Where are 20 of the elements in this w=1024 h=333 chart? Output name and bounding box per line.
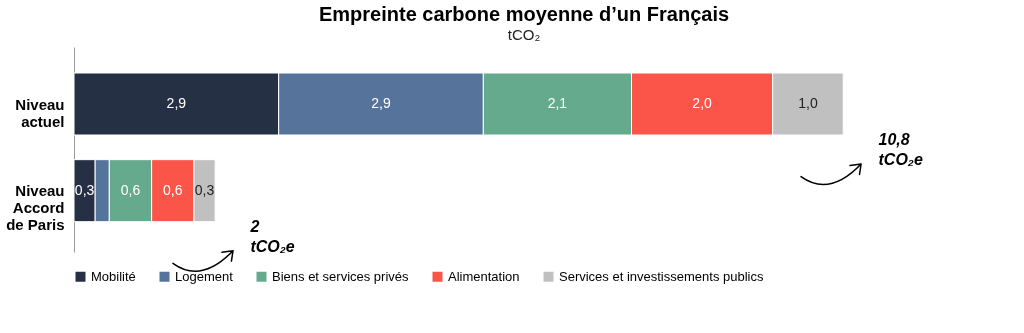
data-label: 2,1 [547, 95, 568, 111]
legend-label: Logement [175, 268, 234, 284]
chart-title: Empreinte carbone moyenne d’un Français [318, 3, 730, 25]
text: 10,8 tCO₂e [878, 131, 923, 169]
legend-label: Biens et services privés [272, 268, 410, 284]
data-label: 0,6 [120, 181, 141, 198]
annotation: 2 tCO₂e [249, 218, 295, 256]
data-label: 1,0 [798, 95, 818, 111]
legend-label: Alimentation [448, 268, 520, 284]
y-tick-label: Niveau Accord de Paris [6, 182, 65, 234]
data-label: 0,3 [194, 181, 215, 198]
data-label: 2,9 [166, 95, 187, 111]
legend-label: Mobilité [91, 268, 136, 284]
data-label: 2,9 [371, 95, 391, 111]
data-label: 0,6 [163, 181, 183, 198]
legend-label: Services et investissements publics [559, 268, 764, 284]
y-tick-label: Niveau actuel [15, 95, 65, 130]
data-label: 2,0 [692, 95, 713, 111]
data-label: 0,3 [74, 181, 95, 198]
chart-subtitle: tCO₂ [507, 26, 541, 43]
